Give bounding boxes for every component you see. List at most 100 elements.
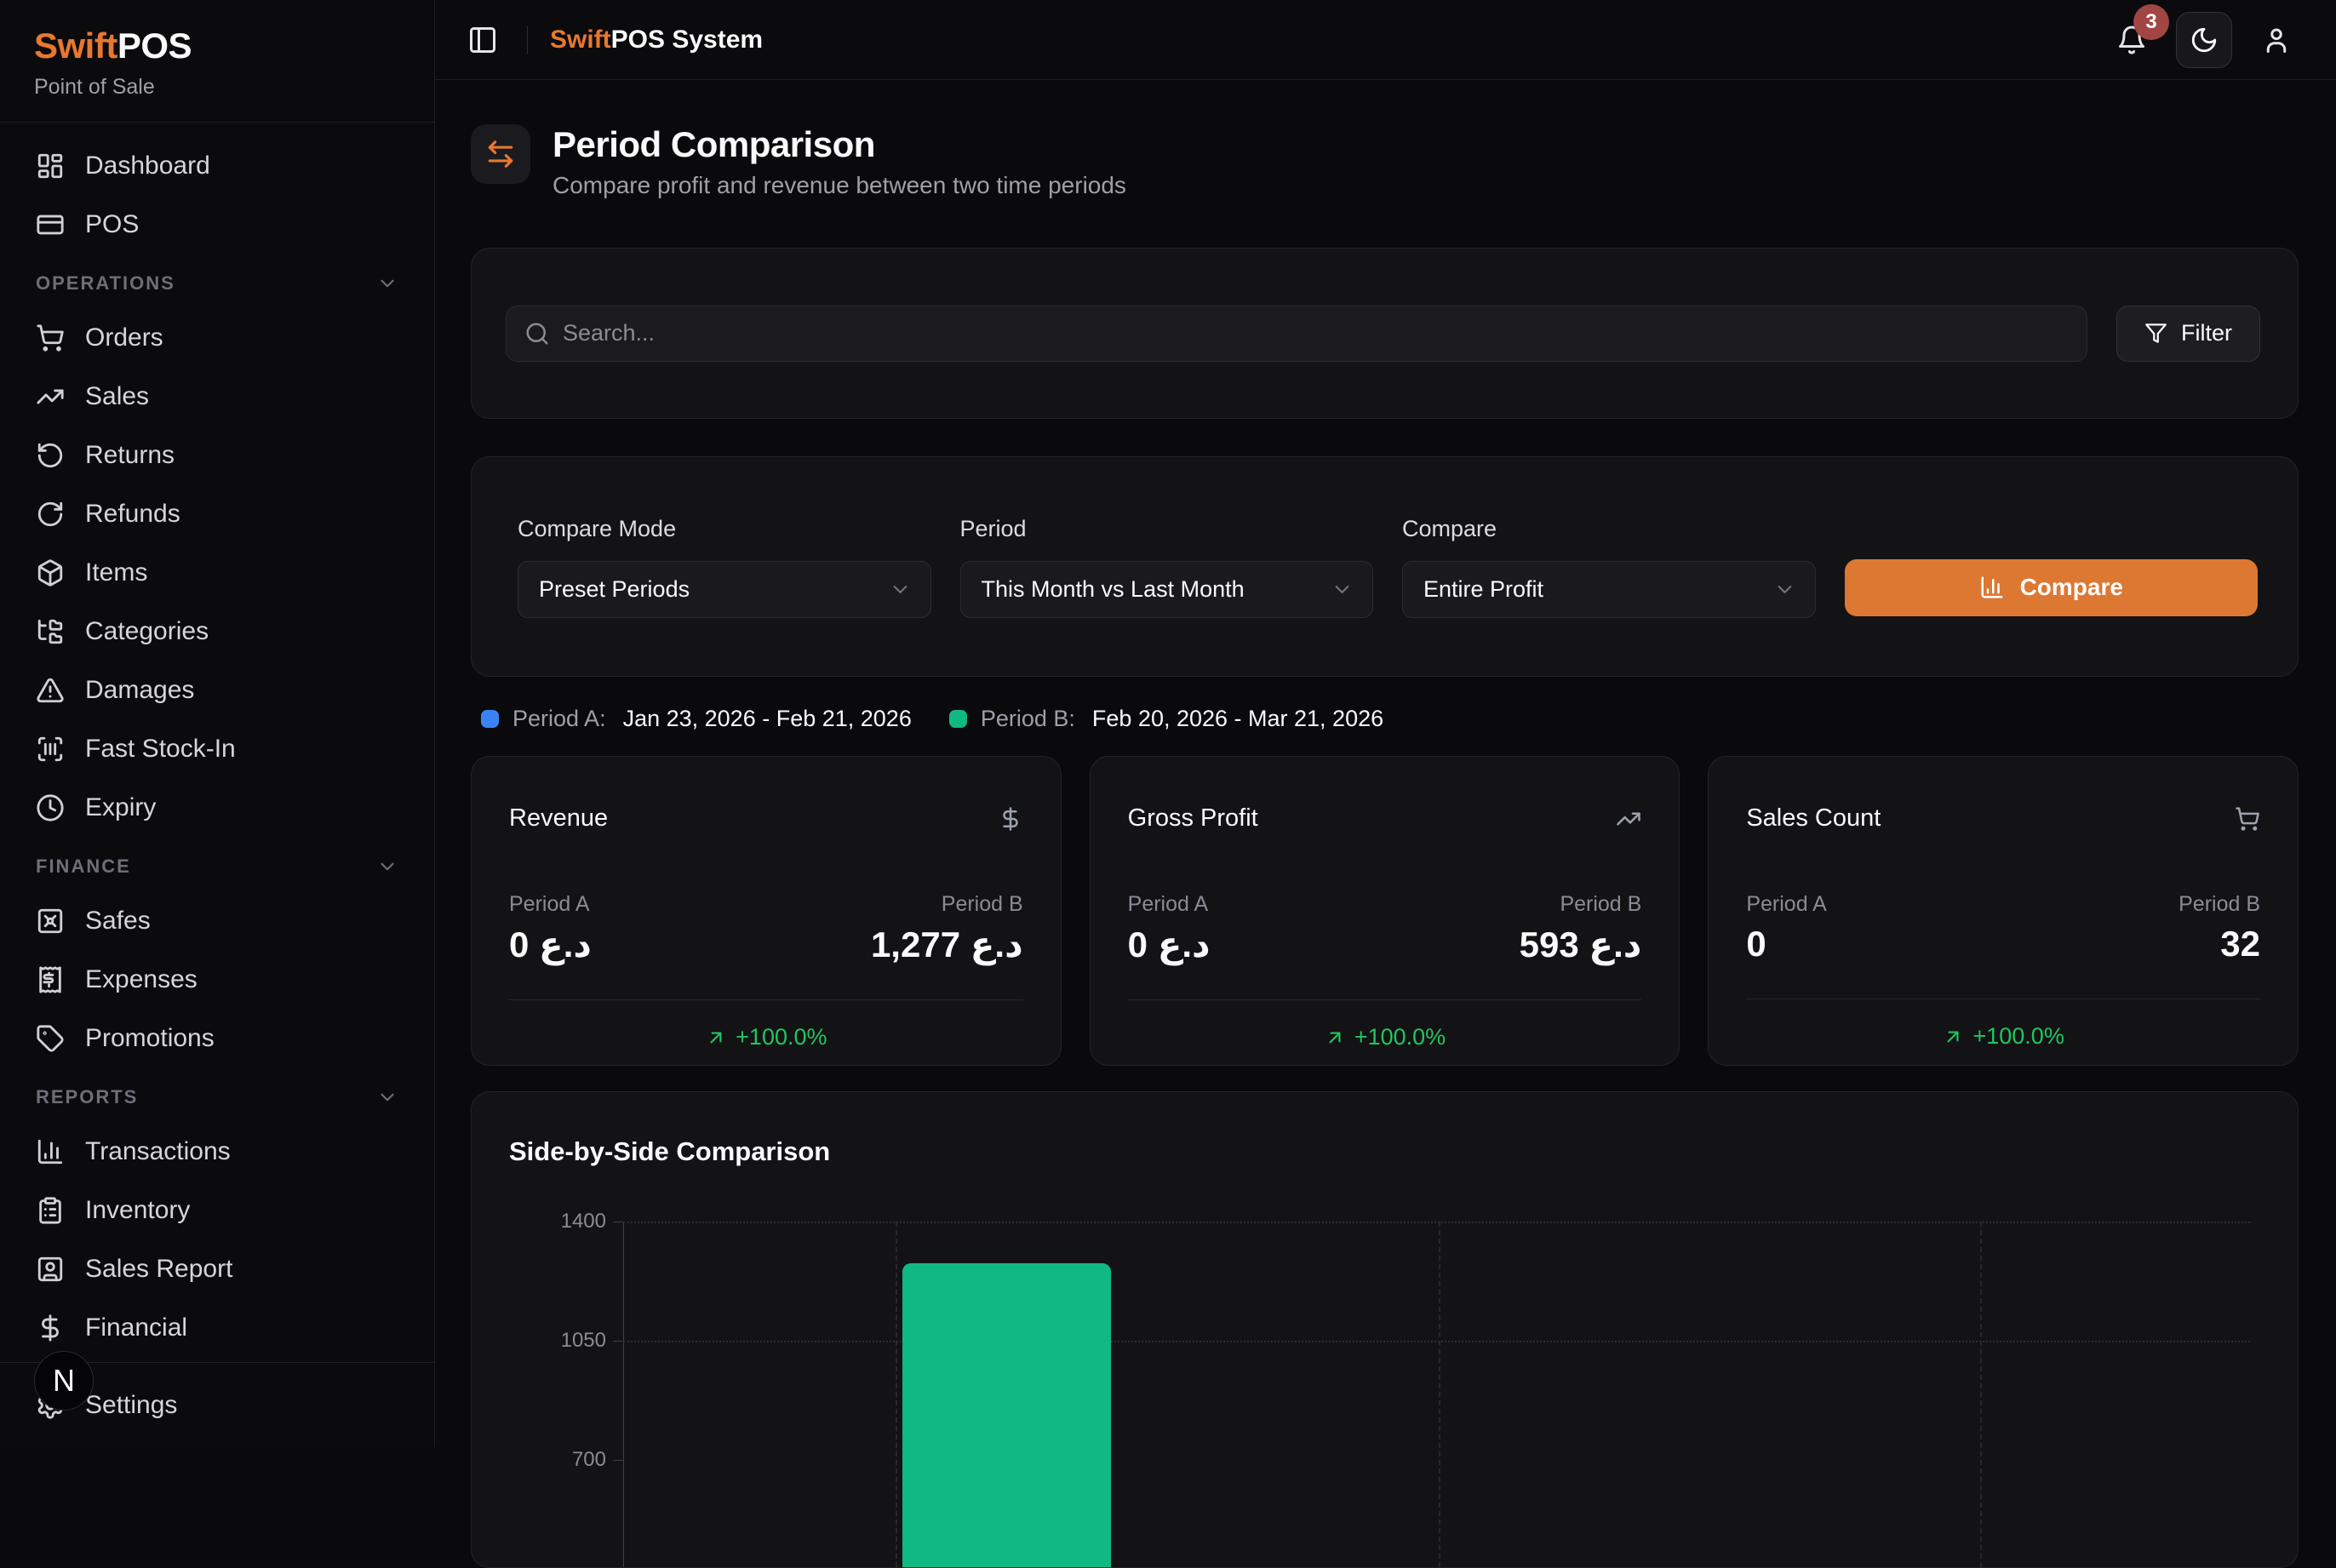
page-header: Period Comparison Compare profit and rev… xyxy=(471,124,2299,199)
sidebar-section-operations[interactable]: OPERATIONS xyxy=(20,259,414,308)
sidebar-item-label: Inventory xyxy=(85,1196,190,1225)
change-indicator: +100.0% xyxy=(509,1024,1023,1050)
period-a-label: Period A xyxy=(1746,892,1827,917)
sidebar-item-promotions[interactable]: Promotions xyxy=(20,1009,414,1067)
card-title: Sales Count xyxy=(1746,804,1881,833)
sidebar-item-label: Returns xyxy=(85,441,175,470)
user-menu-button[interactable] xyxy=(2254,18,2299,62)
gross-profit-card: Gross Profit Period A 0 د.ع Period B 593… xyxy=(1090,756,1680,1066)
change-indicator: +100.0% xyxy=(1746,1023,2260,1050)
sidebar: SwiftPOS Point of Sale Dashboard POS OPE… xyxy=(0,0,435,1447)
sidebar-item-inventory[interactable]: Inventory xyxy=(20,1181,414,1239)
rotate-cw-icon xyxy=(36,500,65,529)
sidebar-item-label: Categories xyxy=(85,617,209,646)
chevron-down-icon xyxy=(376,856,398,878)
theme-toggle-button[interactable] xyxy=(2176,12,2232,68)
sidebar-item-dashboard[interactable]: Dashboard xyxy=(20,136,414,195)
trending-up-icon xyxy=(1616,806,1641,832)
y-axis-label: 1050 xyxy=(512,1329,606,1353)
sidebar-toggle-button[interactable] xyxy=(461,18,505,62)
period-a-legend: Period A: Jan 23, 2026 - Feb 21, 2026 xyxy=(481,706,912,732)
filter-button-label: Filter xyxy=(2181,320,2232,346)
comparison-controls-card: Compare Mode Preset Periods Period This … xyxy=(471,456,2299,677)
sidebar-item-safes[interactable]: Safes xyxy=(20,891,414,950)
gridline-category-3 xyxy=(1980,1222,1982,1568)
arrow-left-right-icon xyxy=(471,124,530,184)
sidebar-item-sales[interactable]: Sales xyxy=(20,367,414,426)
sidebar-section-finance[interactable]: FINANCE xyxy=(20,842,414,891)
app-logo: SwiftPOS Point of Sale xyxy=(0,0,434,123)
sidebar-item-label: Dashboard xyxy=(85,152,210,180)
credit-card-icon xyxy=(36,210,65,239)
sidebar-item-expenses[interactable]: Expenses xyxy=(20,950,414,1009)
sidebar-item-pos[interactable]: POS xyxy=(20,195,414,254)
period-a-dot xyxy=(481,710,499,728)
compare-button[interactable]: Compare xyxy=(1845,559,2259,616)
compare-mode-select[interactable]: Preset Periods xyxy=(518,561,931,618)
sidebar-item-label: Fast Stock-In xyxy=(85,735,236,764)
topbar-title-primary: Swift xyxy=(550,26,611,54)
sidebar-item-orders[interactable]: Orders xyxy=(20,308,414,367)
sidebar-item-financial[interactable]: Financial xyxy=(20,1298,414,1357)
sidebar-item-refunds[interactable]: Refunds xyxy=(20,484,414,543)
topbar-divider xyxy=(527,26,528,54)
search-input[interactable] xyxy=(506,306,2087,362)
shopping-cart-icon xyxy=(2235,806,2260,832)
stat-cards-row: Revenue Period A 0 د.ع Period B 1,277 د.… xyxy=(471,756,2299,1066)
y-tick-mark xyxy=(613,1460,623,1461)
rotate-ccw-icon xyxy=(36,441,65,470)
period-field: Period This Month vs Last Month xyxy=(960,516,1374,618)
topbar: SwiftPOS System 3 xyxy=(435,0,2336,80)
sidebar-item-label: Expiry xyxy=(85,793,156,822)
revenue-card: Revenue Period A 0 د.ع Period B 1,277 د.… xyxy=(471,756,1062,1066)
avatar-initial: N xyxy=(53,1363,75,1399)
card-title: Gross Profit xyxy=(1128,804,1258,833)
period-b-label: Period B xyxy=(871,892,1023,917)
period-a-label: Period A: xyxy=(512,706,606,732)
dashboard-grid-icon xyxy=(36,152,65,180)
period-b-label: Period B xyxy=(1520,892,1642,917)
period-b-label: Period B xyxy=(2179,892,2260,917)
search-box xyxy=(506,306,2087,362)
arrow-up-right-icon xyxy=(1942,1026,1964,1048)
funnel-icon xyxy=(2144,322,2167,345)
comparison-chart-card: Side-by-Side Comparison 1400 1050 700 xyxy=(471,1091,2299,1568)
sidebar-item-transactions[interactable]: Transactions xyxy=(20,1122,414,1181)
sidebar-item-returns[interactable]: Returns xyxy=(20,426,414,484)
sidebar-item-items[interactable]: Items xyxy=(20,543,414,602)
sidebar-item-fast-stock-in[interactable]: Fast Stock-In xyxy=(20,719,414,778)
scan-barcode-icon xyxy=(36,735,65,764)
sidebar-item-expiry[interactable]: Expiry xyxy=(20,778,414,837)
section-title: FINANCE xyxy=(36,856,131,878)
dev-overlay-avatar[interactable]: N xyxy=(34,1351,94,1411)
notification-count-badge: 3 xyxy=(2133,4,2169,40)
alert-triangle-icon xyxy=(36,676,65,705)
period-a-label: Period A xyxy=(1128,892,1211,917)
search-card: Filter xyxy=(471,248,2299,419)
gridline-1400 xyxy=(623,1222,2250,1223)
sidebar-item-label: Sales Report xyxy=(85,1255,232,1284)
filter-button[interactable]: Filter xyxy=(2116,306,2260,362)
change-value: +100.0% xyxy=(1972,1023,2064,1050)
sidebar-item-label: Damages xyxy=(85,676,194,705)
receipt-icon xyxy=(36,965,65,994)
chart-bar-period-b-revenue[interactable] xyxy=(902,1263,1111,1568)
moon-icon xyxy=(2190,26,2219,54)
brand-primary: Swift xyxy=(34,26,117,66)
y-axis-label: 700 xyxy=(512,1448,606,1472)
period-select[interactable]: This Month vs Last Month xyxy=(960,561,1374,618)
compare-select[interactable]: Entire Profit xyxy=(1402,561,1816,618)
period-b-value: 593 د.ع xyxy=(1520,924,1642,965)
page-subtitle: Compare profit and revenue between two t… xyxy=(553,172,1126,199)
divider xyxy=(1128,999,1642,1000)
chevron-down-icon xyxy=(1773,578,1796,601)
period-label: Period xyxy=(960,516,1374,542)
sidebar-item-categories[interactable]: Categories xyxy=(20,602,414,661)
sidebar-item-sales-report[interactable]: Sales Report xyxy=(20,1239,414,1298)
compare-mode-field: Compare Mode Preset Periods xyxy=(518,516,931,618)
sidebar-section-reports[interactable]: REPORTS xyxy=(20,1073,414,1122)
period-a-value: 0 د.ع xyxy=(509,924,592,965)
sidebar-item-damages[interactable]: Damages xyxy=(20,661,414,719)
period-legend: Period A: Jan 23, 2026 - Feb 21, 2026 Pe… xyxy=(471,706,2299,732)
period-b-range: Feb 20, 2026 - Mar 21, 2026 xyxy=(1092,706,1383,732)
